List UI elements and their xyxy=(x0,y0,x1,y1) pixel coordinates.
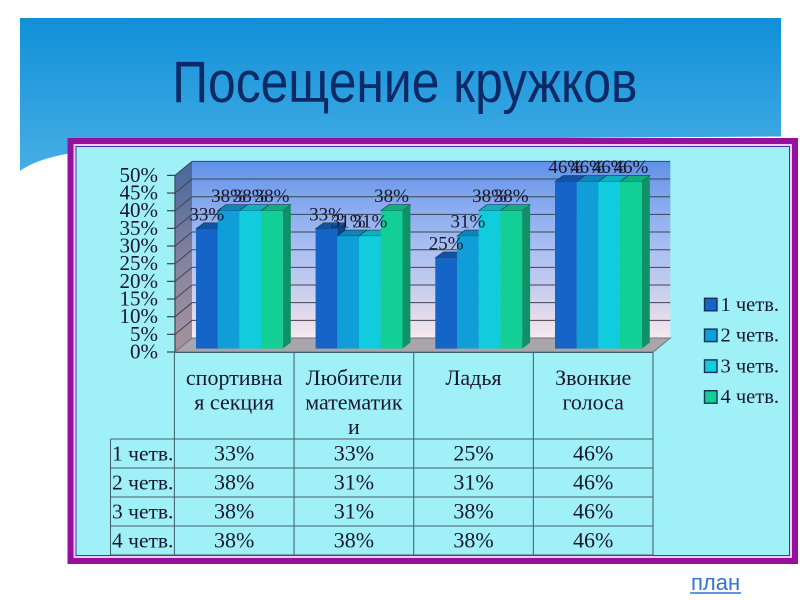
svg-text:33%: 33% xyxy=(334,441,374,466)
svg-text:50%: 50% xyxy=(120,163,159,187)
svg-text:38%: 38% xyxy=(472,186,507,207)
svg-text:38%: 38% xyxy=(453,499,493,524)
svg-text:33%: 33% xyxy=(189,204,224,225)
svg-text:33%: 33% xyxy=(214,441,254,466)
svg-text:2 четв.: 2 четв. xyxy=(721,325,780,347)
svg-text:1 четв.: 1 четв. xyxy=(112,442,173,466)
svg-text:30%: 30% xyxy=(120,234,159,258)
svg-text:38%: 38% xyxy=(255,186,290,207)
svg-text:35%: 35% xyxy=(120,216,159,240)
svg-text:46%: 46% xyxy=(573,499,613,524)
svg-text:46%: 46% xyxy=(613,157,648,178)
svg-text:31%: 31% xyxy=(450,212,485,233)
svg-text:38%: 38% xyxy=(374,186,409,207)
svg-text:25%: 25% xyxy=(429,233,464,254)
svg-text:38%: 38% xyxy=(453,528,493,553)
svg-text:46%: 46% xyxy=(573,441,613,466)
svg-text:план: план xyxy=(691,570,740,595)
svg-text:1 четв.: 1 четв. xyxy=(721,294,780,316)
svg-text:4 четв.: 4 четв. xyxy=(112,529,173,553)
svg-text:45%: 45% xyxy=(120,181,159,205)
svg-text:31%: 31% xyxy=(352,212,387,233)
svg-text:4 четв.: 4 четв. xyxy=(721,386,780,408)
svg-text:спортивна: спортивна xyxy=(186,365,283,390)
svg-text:46%: 46% xyxy=(570,157,605,178)
svg-text:46%: 46% xyxy=(592,157,627,178)
svg-text:31%: 31% xyxy=(334,470,374,495)
svg-text:38%: 38% xyxy=(334,528,374,553)
svg-text:46%: 46% xyxy=(573,528,613,553)
svg-text:38%: 38% xyxy=(233,186,268,207)
svg-text:5%: 5% xyxy=(130,322,158,346)
svg-text:Посещение кружков: Посещение кружков xyxy=(172,51,637,115)
svg-text:33%: 33% xyxy=(309,204,344,225)
svg-text:46%: 46% xyxy=(573,470,613,495)
svg-text:голоса: голоса xyxy=(562,390,624,415)
svg-text:40%: 40% xyxy=(120,198,159,222)
svg-text:3 четв.: 3 четв. xyxy=(112,500,173,524)
svg-text:10%: 10% xyxy=(120,304,159,328)
svg-text:0%: 0% xyxy=(130,340,158,364)
svg-text:38%: 38% xyxy=(494,186,529,207)
svg-text:31%: 31% xyxy=(331,212,366,233)
svg-text:31%: 31% xyxy=(453,470,493,495)
svg-text:и: и xyxy=(348,414,360,439)
svg-text:31%: 31% xyxy=(334,499,374,524)
svg-text:25%: 25% xyxy=(453,441,493,466)
svg-text:3 четв.: 3 четв. xyxy=(721,355,780,377)
svg-text:38%: 38% xyxy=(211,186,246,207)
svg-text:2 четв.: 2 четв. xyxy=(112,471,173,495)
svg-text:46%: 46% xyxy=(548,157,583,178)
svg-text:Ладья: Ладья xyxy=(445,365,501,390)
svg-text:38%: 38% xyxy=(214,528,254,553)
svg-text:Звонкие: Звонкие xyxy=(555,365,631,390)
svg-text:25%: 25% xyxy=(120,251,159,275)
svg-text:38%: 38% xyxy=(214,499,254,524)
svg-text:математик: математик xyxy=(305,390,403,415)
svg-text:15%: 15% xyxy=(120,287,159,311)
svg-text:Любители: Любители xyxy=(306,365,403,390)
svg-text:я секция: я секция xyxy=(194,390,274,415)
svg-text:38%: 38% xyxy=(214,470,254,495)
svg-text:20%: 20% xyxy=(120,269,159,293)
